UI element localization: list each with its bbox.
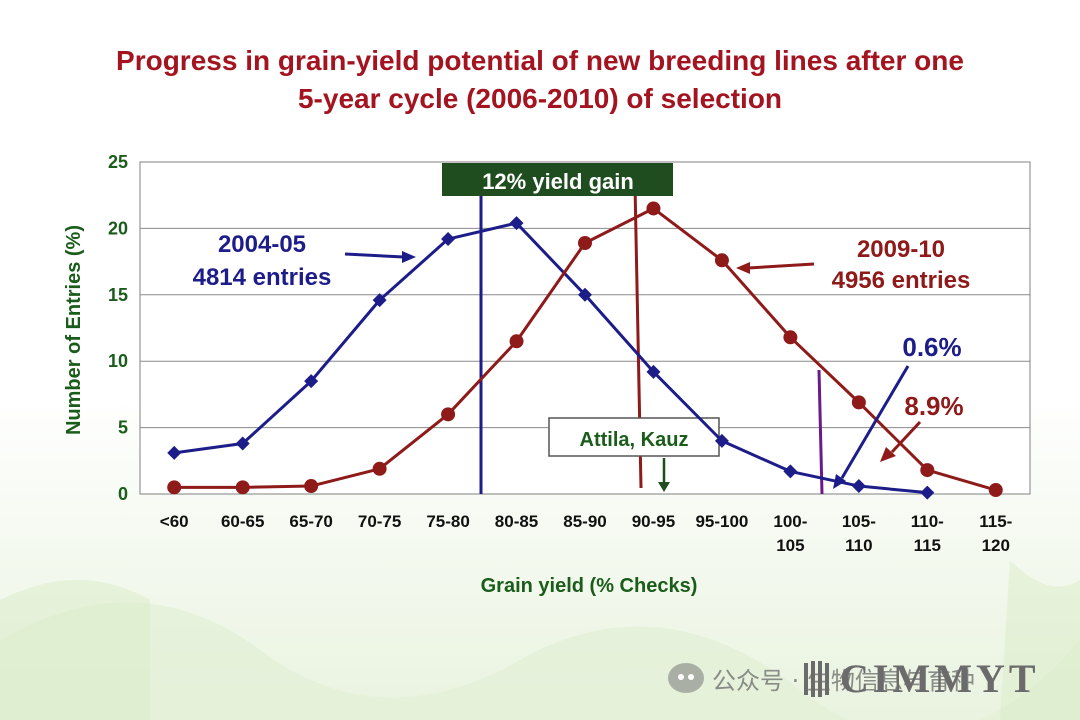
data-point-2004-05 (304, 374, 319, 389)
data-point-2004-05 (851, 479, 866, 494)
data-point-2009-10 (851, 395, 866, 410)
data-point-2009-10 (509, 334, 524, 349)
data-point-2004-05 (578, 287, 592, 302)
series1-arrow-head (402, 251, 416, 263)
data-point-2009-10 (304, 479, 319, 494)
series2-arrow-shaft (747, 262, 815, 270)
checks-label: Attila, Kauz (580, 429, 689, 451)
pct-2004-arrow-head (833, 474, 846, 489)
pct-2004-arrow-shaft (840, 365, 910, 479)
data-point-2009-10 (646, 201, 661, 216)
series-line-2004-05 (174, 221, 928, 495)
x-tick-label: 65-70 (289, 512, 332, 531)
data-point-2009-10 (235, 480, 250, 495)
data-point-2004-05 (646, 364, 661, 379)
x-tick-label: 105-110 (842, 512, 876, 555)
x-tick-label: 80-85 (495, 512, 538, 531)
y-tick-label: 0 (118, 484, 128, 504)
data-point-2004-05 (714, 433, 729, 448)
checks-box (548, 417, 720, 457)
x-tick-label: 95-100 (695, 512, 748, 531)
chat-bubble-icon (668, 663, 704, 693)
data-point-2009-10 (920, 463, 935, 478)
cimmyt-logo: CIMMYT (800, 655, 1040, 702)
series2-label-year: 2009-10 (857, 236, 945, 263)
y-axis-label: Number of Entries (%) (63, 225, 85, 435)
watermark-text: 公众号 · 生物信息与育种 (712, 666, 975, 695)
y-tick-label: 20 (108, 218, 128, 238)
data-point-2009-10 (988, 483, 1003, 498)
pct-2009-arrow-shaft (890, 420, 922, 454)
x-tick-label: <60 (160, 512, 189, 531)
threshold-line (817, 369, 824, 495)
data-point-2004-05 (441, 232, 456, 247)
data-point-2004-05 (783, 464, 798, 479)
x-tick-label: 115-120 (979, 512, 1012, 555)
data-point-2009-10 (783, 330, 798, 345)
footer-watermark: 公众号 · 生物信息与育种 (668, 660, 975, 696)
wheat-logo-icon (804, 660, 829, 697)
x-tick-label: 70-75 (358, 512, 401, 531)
title-line-1: Progress in grain-yield potential of new… (116, 45, 964, 76)
x-tick-label: 75-80 (426, 512, 469, 531)
data-point-2004-05 (167, 445, 182, 460)
data-point-2004-05 (509, 216, 524, 231)
data-point-2004-05 (235, 436, 250, 451)
series1-arrow-shaft (344, 252, 405, 259)
x-axis-label: Grain yield (% Checks) (481, 575, 698, 597)
gain-box (442, 163, 673, 196)
data-point-2009-10 (167, 480, 182, 495)
logo-text: CIMMYT (840, 656, 1040, 701)
data-point-2004-05 (920, 485, 935, 500)
data-point-2009-10 (441, 407, 456, 422)
x-tick-label: 85-90 (563, 512, 606, 531)
series1-label-year: 2004-05 (218, 231, 306, 258)
y-tick-label: 5 (118, 418, 128, 438)
pct-2009-label: 8.9% (904, 391, 963, 421)
series2-arrow-head (736, 262, 750, 274)
pct-2009-arrow-head (880, 447, 896, 462)
y-tick-label: 25 (108, 152, 128, 172)
title-line-2: 5-year cycle (2006-2010) of selection (297, 83, 783, 114)
checks-arrow-head (658, 482, 670, 492)
x-tick-label: 90-95 (632, 512, 675, 531)
x-tick-label: 100-105 (773, 512, 807, 555)
data-point-2009-10 (714, 253, 729, 268)
gain-label: 12% yield gain (482, 169, 634, 194)
data-point-2004-05 (372, 293, 387, 308)
x-tick-label: 60-65 (221, 512, 264, 531)
slide-title: Progress in grain-yield potential of new… (20, 42, 1060, 118)
pct-2004-label: 0.6% (902, 332, 961, 362)
data-point-2009-10 (372, 461, 387, 476)
series1-label-entries: 4814 entries (193, 264, 332, 291)
y-tick-label: 10 (108, 351, 128, 371)
data-point-2009-10 (578, 236, 592, 251)
y-tick-label: 15 (108, 285, 128, 305)
x-tick-label: 110-115 (911, 512, 944, 555)
series2-label-entries: 4956 entries (832, 267, 971, 294)
